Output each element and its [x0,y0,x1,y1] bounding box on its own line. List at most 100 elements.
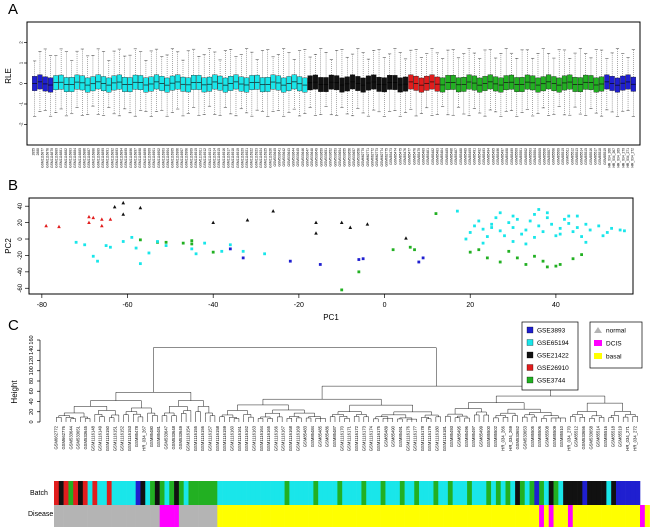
batch-track-cell [193,481,199,505]
batch-track-cell [303,481,309,505]
rle-x-tick-label: GSM85475 [398,148,402,165]
disease-track-cell [548,505,554,527]
disease-track-cell [630,505,636,527]
rle-x-tick-label: GSM85491 [473,148,477,165]
dendrogram-leaf-label: HR_034_269 [508,425,513,450]
batch-track-cell [567,481,574,505]
pca-point [558,232,562,236]
pca-point [503,234,506,238]
rle-x-tick-label: GSM85474 [394,148,398,165]
pca-point [156,240,159,243]
rle-y-tick-label: -2 [19,122,24,126]
rle-x-tick-label: GSM533654 [338,148,342,167]
batch-track-cell [447,481,453,505]
pca-point [580,235,583,238]
pca-point [138,262,142,266]
disease-track-cell [486,505,492,527]
disease-track-cell [620,505,626,527]
rle-x-tick-label: GSM85510 [561,148,565,165]
disease-legend-swatch [594,353,602,359]
rle-x-tick-label: GSM533653 [333,148,337,167]
rle-x-tick-label: GSM85509 [556,148,560,165]
rle-x-tick-label: GSM1116907 [180,148,184,168]
pca-point [533,235,536,239]
disease-track-cell [92,505,98,527]
rle-x-tick-label: GSM85519 [603,148,607,165]
pca-point [83,243,87,247]
pca-point [541,230,545,234]
batch-track-cell [481,481,487,505]
dendrogram-leaf-label: GSM85508 [544,425,549,447]
rle-x-tick-label: GSM85485 [445,148,449,165]
dendrogram-leaf-label: GSM85486 [325,425,330,447]
disease-track-cell [558,505,564,527]
rle-x-tick-label: GSM1116906 [175,148,179,168]
rle-x-tick-label: GSM1116883 [68,148,72,168]
pca-point [554,234,558,238]
batch-track-cell [236,481,242,505]
batch-track-cell [510,481,516,505]
batch-track-cell [222,481,228,505]
rle-x-tick-label: GSM85516 [589,148,593,165]
rle-x-tick-label: GSM1116915 [217,148,221,168]
pca-point [228,247,232,251]
batch-track-cell [433,481,439,505]
disease-track-cell [212,505,218,527]
disease-track-cell [226,505,233,527]
rle-x-tick-label: GSM85513 [575,148,579,165]
rle-x-tick-label: GSM662770 [361,148,365,167]
batch-track-cell [313,481,319,505]
disease-track-cell [298,505,305,527]
disease-track-cell [438,505,444,527]
disease-track-cell [371,505,377,527]
dendrogram-leaf-label: GSM1116156 [200,425,205,451]
pca-point [605,231,609,234]
batch-legend-label: GSE3744 [537,378,566,385]
pca-point [558,226,562,230]
rle-x-tick-label: GSM85514 [580,148,584,165]
pca-point [74,240,78,244]
batch-track-label: Batch [30,490,48,497]
pca-point [357,270,361,274]
pca-point [601,234,605,238]
dendrogram-leaf-label: GSM1116175 [376,425,381,451]
pca-point [571,257,575,261]
dendrogram-leaf-label: GSM533647 [164,425,169,449]
disease-track-cell [332,505,338,527]
dendrogram-leaf-label: GSM1116174 [369,425,374,451]
pca-y-tick-label: -40 [18,267,24,276]
batch-track-cell [308,481,314,505]
dendrogram-leaf-label: GSM85495 [457,425,462,447]
rle-x-tick-label: GSM85478 [412,148,416,165]
disease-track-cell [274,505,281,527]
rle-x-tick-label: GSM85476 [403,148,407,165]
dendrogram-leaf-label: GSM85518 [610,425,615,447]
pca-point [203,241,207,245]
dendrogram-leaf-label: GSM1116158 [215,425,220,451]
dendrogram-leaf-label: GSM85512 [574,425,579,447]
batch-track-cell [471,481,477,505]
rle-x-tick-label: GSM1116903 [161,148,165,168]
rle-x-tick-label: GSM533647 [305,148,309,167]
batch-track-cell [111,481,117,505]
rle-x-tick-label: GSM533658 [357,148,361,167]
rle-x-tick-label: GSM1116924 [259,148,263,168]
disease-track-cell [202,505,209,527]
batch-legend-swatch [526,364,534,371]
dendrogram-y-tick-label: 80 [29,378,35,384]
rle-y-axis: -2 -1 0 1 2 [19,41,28,127]
dendrogram-leaf-label: HR_034_271 [625,425,630,450]
disease-track-cell [510,505,516,527]
batch-track-cell [375,481,381,505]
batch-track-cell [572,481,578,505]
disease-track-cell [591,505,598,527]
rle-x-tick-label: GSM533651 [324,148,328,167]
rle-y-axis-label: RLE [4,68,13,84]
dendrogram-leaf-label: GSM1116172 [354,425,359,451]
rle-x-tick-label: GSM533642 [282,148,286,167]
rle-y-tick-label: -1 [19,102,24,106]
disease-track-cell [428,505,434,527]
rle-x-tick-label: GSM85492 [477,148,481,165]
dendrogram-leaf-label: GSM85509 [552,425,557,447]
